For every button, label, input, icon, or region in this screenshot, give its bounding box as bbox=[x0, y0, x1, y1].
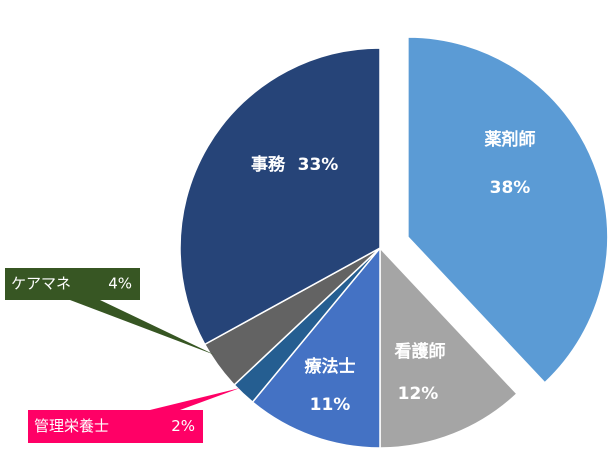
slice-value-label: 12% bbox=[398, 384, 439, 404]
slice-label: 薬剤師 bbox=[485, 129, 536, 150]
slice-label: 看護師 bbox=[394, 341, 446, 362]
pie-slice bbox=[251, 245, 381, 449]
slice-label: 事務 bbox=[251, 154, 286, 175]
callout-pointer bbox=[150, 388, 240, 410]
callout-value: 2% bbox=[171, 417, 195, 435]
callout-box bbox=[28, 410, 203, 443]
callout-value: 4% bbox=[108, 275, 132, 293]
callout-label: ケアマネ bbox=[11, 275, 71, 293]
pie-slice bbox=[379, 246, 518, 449]
slice-value-label: 38% bbox=[490, 178, 531, 198]
slice-label: 療法士 bbox=[305, 356, 356, 377]
callout-box bbox=[5, 268, 140, 300]
callout-pointer bbox=[70, 300, 215, 355]
pie-slice bbox=[407, 36, 609, 384]
pie-slice bbox=[179, 47, 381, 346]
callout-label: 管理栄養士 bbox=[34, 417, 109, 435]
slice-value-label: 33% bbox=[298, 155, 339, 175]
slice-value-label: 11% bbox=[310, 395, 351, 415]
